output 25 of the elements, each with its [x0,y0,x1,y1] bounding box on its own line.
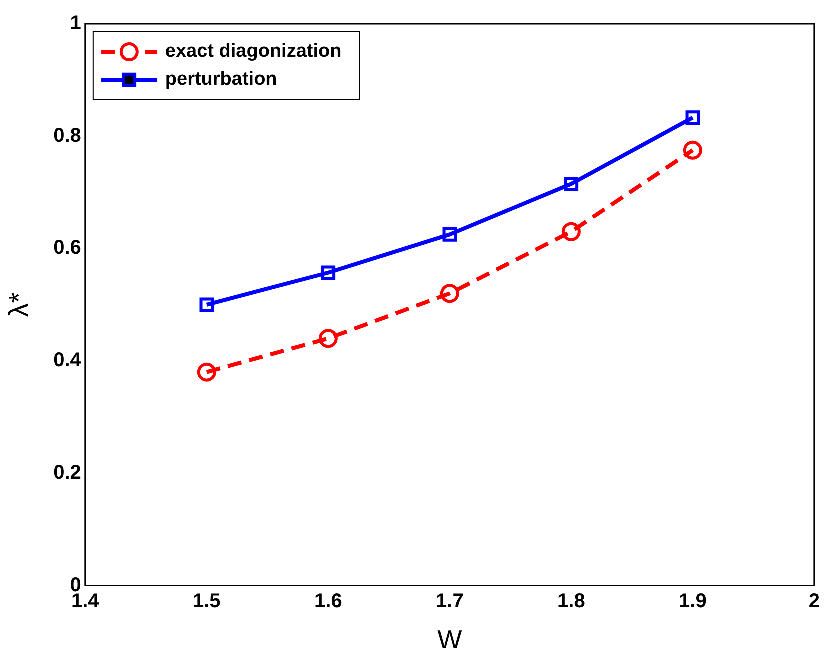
point [321,266,336,280]
point [442,228,458,242]
point [683,140,702,160]
point [197,362,216,382]
y-tick-label: 0.6 [54,237,82,260]
point [562,222,581,242]
y-tick-label: 0.8 [54,124,82,147]
y-axis-title: λ* [4,292,35,318]
y-tick-label: 0.2 [54,462,82,484]
legend-label: perturbation [165,69,278,90]
x-tick-label: 2 [808,590,820,612]
x-tick-label: 1.6 [314,590,342,612]
x-tick-label: 1.5 [193,590,221,612]
y-tick-label: 1 [70,12,82,35]
point [200,298,214,312]
x-tick-label: 1.8 [558,590,586,612]
point [564,176,579,192]
y-tick-label: 0.4 [54,350,82,372]
x-tick-label: 1.9 [679,590,707,612]
point [686,110,700,125]
point [318,329,338,348]
x-axis-title: W [438,624,463,655]
legend-label: exact diagonization [165,41,342,62]
point [440,284,460,304]
x-tick-label: 1.7 [436,590,464,612]
